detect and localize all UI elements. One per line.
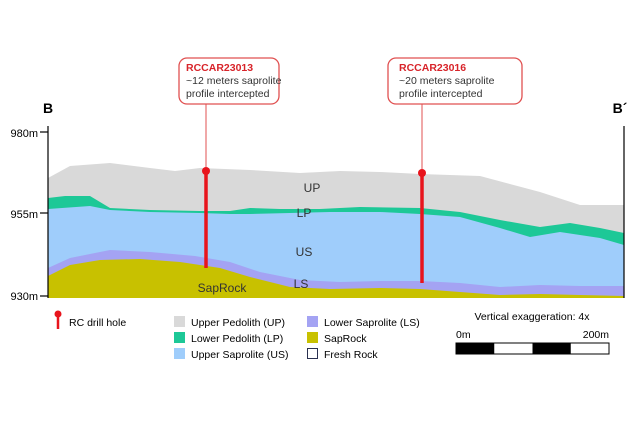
legend-layers: Upper Pedolith (UP) Lower Pedolith (LP) … bbox=[174, 316, 420, 361]
callout-rccar23016: RCCAR23016 ~20 meters saprolite profile … bbox=[387, 57, 523, 105]
elevation-label-930: 930m bbox=[10, 291, 38, 303]
legend-label: Lower Saprolite (LS) bbox=[324, 317, 420, 329]
elevation-axis bbox=[40, 126, 625, 298]
legend-label: SapRock bbox=[324, 333, 367, 345]
scale-end-label: 200m bbox=[583, 329, 610, 341]
layer-label-lp: LP bbox=[297, 206, 312, 220]
section-start-label: B bbox=[43, 100, 53, 116]
section-end-label: B´ bbox=[613, 100, 628, 116]
drill-hole-rccar23016 bbox=[418, 169, 426, 283]
callout-hole-id: RCCAR23013 bbox=[186, 62, 253, 74]
legend-label: Upper Pedolith (UP) bbox=[191, 317, 285, 329]
legend-swatch bbox=[307, 348, 318, 359]
legend-drill-hole: RC drill hole bbox=[54, 310, 126, 329]
callout-line-1: ~20 meters saprolite bbox=[399, 75, 495, 87]
drill-hole-rccar23013 bbox=[202, 167, 210, 268]
scale-start-label: 0m bbox=[456, 329, 471, 341]
vertical-exaggeration-label: Vertical exaggeration: 4x bbox=[475, 311, 591, 323]
legend-label: Upper Saprolite (US) bbox=[191, 349, 288, 361]
layer-label-saprock: SapRock bbox=[198, 281, 248, 295]
legend-label: Fresh Rock bbox=[324, 349, 378, 361]
legend-swatch bbox=[174, 332, 185, 343]
elevation-label-980: 980m bbox=[10, 128, 38, 140]
callout-line-2: profile intercepted bbox=[186, 88, 270, 100]
geology-layers bbox=[48, 163, 624, 298]
callout-line-1: ~12 meters saprolite bbox=[186, 75, 282, 87]
layer-label-ls: LS bbox=[294, 277, 309, 291]
layer-label-up: UP bbox=[304, 181, 321, 195]
scale-bar: Vertical exaggeration: 4x 0m 200m bbox=[455, 311, 610, 355]
callout-line-2: profile intercepted bbox=[399, 88, 483, 100]
layer-saprock bbox=[48, 259, 624, 298]
callout-rccar23013: RCCAR23013 ~12 meters saprolite profile … bbox=[178, 57, 282, 105]
elevation-label-955: 955m bbox=[10, 209, 38, 221]
layer-label-us: US bbox=[296, 245, 313, 259]
legend-label: RC drill hole bbox=[69, 317, 126, 329]
legend-label: Lower Pedolith (LP) bbox=[191, 333, 283, 345]
legend-swatch bbox=[174, 348, 185, 359]
legend-swatch bbox=[174, 316, 185, 327]
callout-hole-id: RCCAR23016 bbox=[399, 62, 466, 74]
legend-swatch bbox=[307, 316, 318, 327]
legend-swatch bbox=[307, 332, 318, 343]
